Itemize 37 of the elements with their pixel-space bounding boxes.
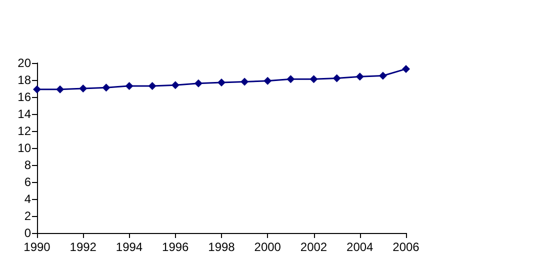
x-tick-label: 1992: [70, 240, 97, 254]
point: [286, 75, 295, 84]
x-tick-label: 1994: [116, 240, 143, 254]
y-tick-label: 2: [24, 209, 32, 223]
y-tick-label: 14: [18, 107, 32, 121]
y-tick-label: 4: [24, 192, 32, 206]
point: [378, 72, 387, 80]
y-tick-label: 12: [18, 124, 32, 138]
point: [125, 82, 134, 90]
x-tick-label: 2006: [392, 240, 420, 254]
point: [79, 84, 88, 92]
x-tick-label: 1998: [208, 240, 236, 254]
y-tick-label: 0: [24, 226, 32, 240]
y-tick-label: 20: [18, 56, 32, 70]
y-tick-label: 10: [18, 141, 32, 155]
y-tick-label: 18: [18, 73, 32, 87]
point: [402, 64, 410, 73]
point: [240, 78, 249, 86]
point: [264, 76, 272, 85]
point: [56, 85, 64, 94]
point: [102, 84, 110, 92]
point: [332, 74, 341, 82]
x-tick-label: 2002: [300, 240, 328, 254]
y-tick-label: 16: [18, 90, 32, 104]
point: [33, 85, 41, 94]
point: [218, 78, 226, 87]
x-tick-label: 1996: [162, 240, 190, 254]
x-tick-label: 2004: [346, 240, 374, 254]
point: [148, 82, 156, 90]
x-tick-label: 1990: [24, 240, 51, 254]
point: [194, 79, 202, 88]
y-tick-label: 8: [24, 158, 32, 172]
y-tick-label: 6: [24, 175, 32, 189]
point: [171, 81, 180, 90]
point: [310, 75, 318, 84]
x-tick-label: 2000: [254, 240, 282, 254]
point: [356, 72, 364, 81]
